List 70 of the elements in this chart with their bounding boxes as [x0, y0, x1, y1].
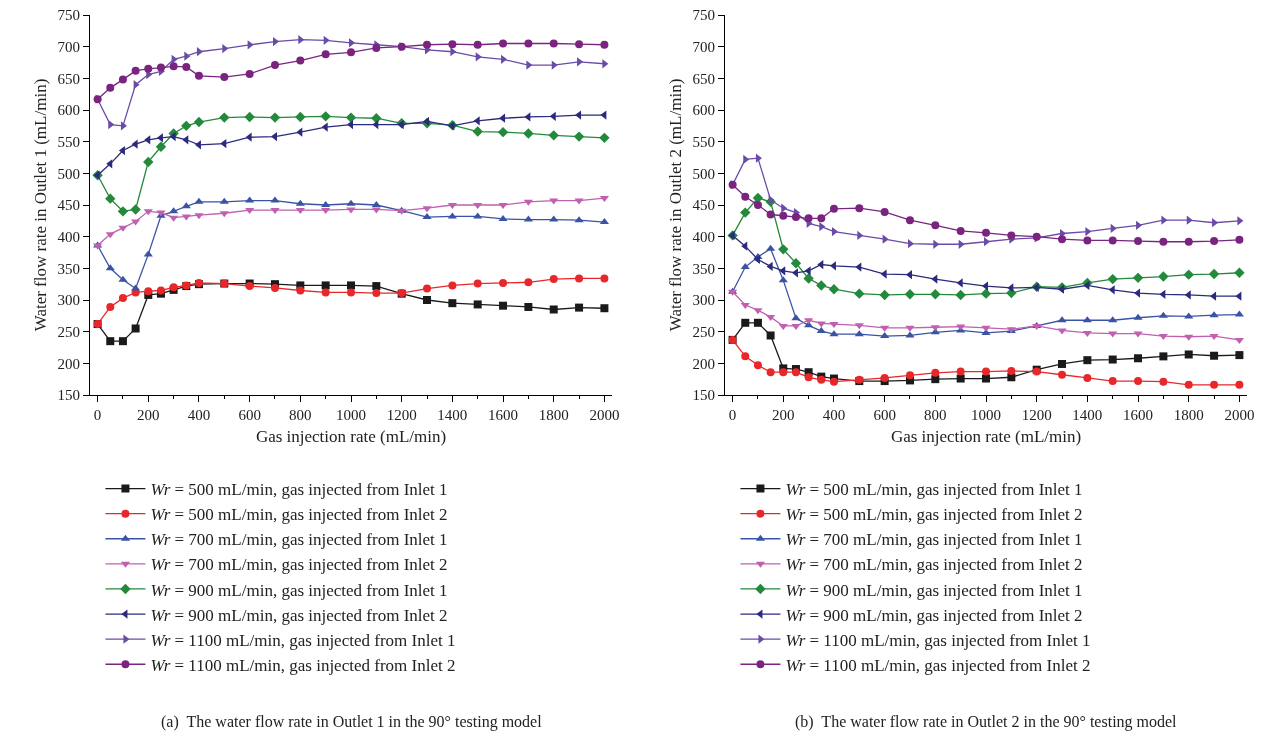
y-tick-label: 150 — [57, 387, 80, 404]
x-tick-label: 1600 — [1123, 407, 1154, 423]
y-tick-label: 200 — [692, 355, 715, 372]
y-tick-label: 250 — [692, 323, 715, 340]
y-tick-label: 300 — [692, 292, 715, 309]
x-tick-label: 0 — [728, 407, 737, 423]
y-tick-label: 450 — [692, 197, 715, 214]
x-axis-title: Gas injection rate (mL/min) — [255, 427, 447, 447]
y-tick-label: 700 — [57, 38, 80, 55]
legend-label: Wr = 1100 mL/min, gas injected from Inlet 2 — [785, 655, 1091, 675]
legend-label: Wr = 900 mL/min, gas injected from Inlet 1 — [785, 580, 1083, 600]
y-tick-label: 450 — [57, 197, 80, 214]
y-tick-label: 750 — [692, 7, 715, 24]
y-tick-label: 600 — [692, 102, 715, 119]
y-tick-label: 300 — [57, 292, 80, 309]
x-tick-label: 2000 — [589, 407, 620, 423]
x-tick-label: 200 — [772, 407, 795, 423]
y-tick-label: 350 — [692, 260, 715, 277]
legend-label: Wr = 900 mL/min, gas injected from Inlet 1 — [150, 580, 448, 600]
x-tick-label: 1000 — [971, 407, 1001, 423]
legend-label: Wr = 500 mL/min, gas injected from Inlet 1 — [150, 480, 448, 500]
y-tick-label: 500 — [57, 165, 80, 182]
legend-label: Wr = 500 mL/min, gas injected from Inlet 2 — [150, 505, 448, 525]
x-axis-title: Gas injection rate (mL/min) — [890, 427, 1082, 447]
x-tick-label: 1400 — [1072, 407, 1103, 423]
y-tick-label: 500 — [692, 165, 715, 182]
y-tick-label: 550 — [692, 133, 715, 150]
y-tick-label: 350 — [57, 260, 80, 277]
y-tick-label: 550 — [57, 133, 80, 150]
legend-label: Wr = 1100 mL/min, gas injected from Inlet 2 — [150, 655, 456, 675]
x-tick-label: 1800 — [538, 407, 569, 423]
text: (b) The water flow rate in Outlet 2 in the 90° testing model — [795, 713, 1178, 731]
legend-label: Wr = 500 mL/min, gas injected from Inlet 1 — [785, 480, 1083, 500]
x-tick-label: 1800 — [1173, 407, 1204, 423]
legend-label: Wr = 700 mL/min, gas injected from Inlet 1 — [150, 530, 448, 550]
legend-label: Wr = 700 mL/min, gas injected from Inlet 2 — [785, 555, 1083, 575]
x-tick-label: 2000 — [1224, 407, 1255, 423]
y-axis-title: Water flow rate in Outlet 1 (mL/min) — [31, 78, 51, 332]
y-tick-label: 400 — [692, 228, 715, 245]
legend-label: Wr = 1100 mL/min, gas injected from Inlet 1 — [150, 630, 456, 650]
x-tick-label: 400 — [187, 407, 211, 423]
text: (a) The water flow rate in Outlet 1 in the 90° testing model — [161, 713, 543, 731]
y-tick-label: 700 — [692, 38, 715, 55]
x-tick-label: 1200 — [386, 407, 417, 423]
legend-label: Wr = 1100 mL/min, gas injected from Inlet 1 — [785, 630, 1091, 650]
x-tick-label: 600 — [238, 407, 261, 423]
y-tick-label: 600 — [57, 102, 80, 119]
x-tick-label: 1400 — [437, 407, 468, 423]
y-tick-label: 250 — [57, 323, 80, 340]
y-axis-title: Water flow rate in Outlet 2 (mL/min) — [666, 78, 686, 332]
x-tick-label: 1000 — [336, 407, 366, 423]
x-tick-label: 0 — [93, 407, 102, 423]
y-tick-label: 650 — [692, 70, 715, 87]
legend-label: Wr = 500 mL/min, gas injected from Inlet 2 — [785, 505, 1083, 525]
x-tick-label: 200 — [137, 407, 160, 423]
y-tick-label: 750 — [57, 7, 80, 24]
legend-label: Wr = 900 mL/min, gas injected from Inlet 2 — [150, 605, 448, 625]
x-tick-label: 400 — [822, 407, 846, 423]
legend-label: Wr = 700 mL/min, gas injected from Inlet 1 — [785, 530, 1083, 550]
x-tick-label: 1200 — [1021, 407, 1052, 423]
y-tick-label: 200 — [57, 355, 80, 372]
y-tick-label: 400 — [57, 228, 80, 245]
x-tick-label: 600 — [873, 407, 896, 423]
x-tick-label: 1600 — [488, 407, 519, 423]
y-tick-label: 150 — [692, 387, 715, 404]
x-tick-label: 800 — [924, 407, 947, 423]
legend-label: Wr = 700 mL/min, gas injected from Inlet 2 — [150, 555, 448, 575]
x-tick-label: 800 — [289, 407, 312, 423]
legend-label: Wr = 900 mL/min, gas injected from Inlet 2 — [785, 605, 1083, 625]
y-tick-label: 650 — [57, 70, 80, 87]
